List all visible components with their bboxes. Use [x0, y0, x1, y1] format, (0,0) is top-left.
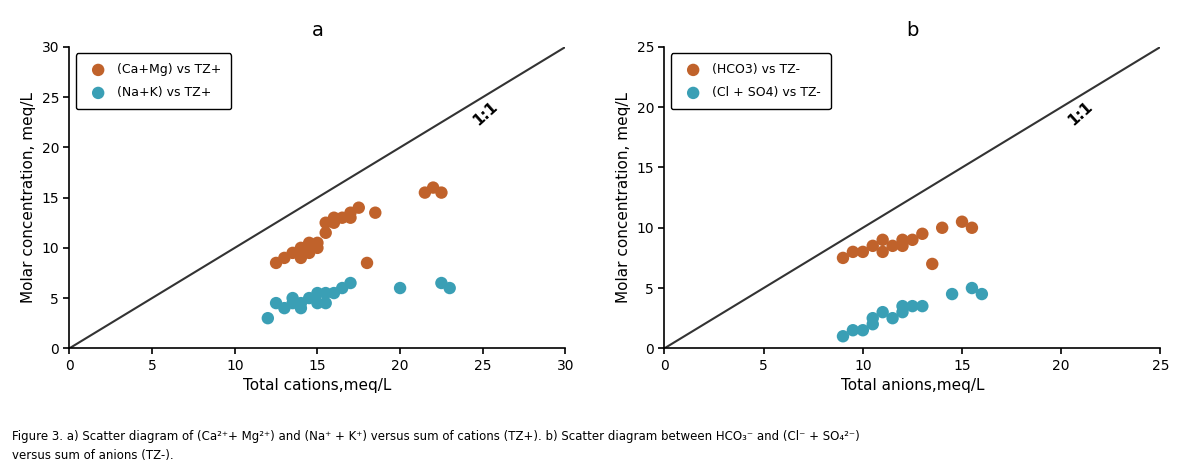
(Cl + SO4) vs TZ-	[942, 290, 962, 298]
(Cl + SO4) vs TZ-	[913, 302, 932, 310]
Legend: (HCO3) vs TZ-, (Cl + SO4) vs TZ-: (HCO3) vs TZ-, (Cl + SO4) vs TZ-	[671, 53, 831, 109]
(HCO3) vs TZ-	[913, 230, 932, 238]
(Ca+Mg) vs TZ+	[300, 249, 319, 257]
(Cl + SO4) vs TZ-	[883, 314, 902, 322]
(Ca+Mg) vs TZ+	[300, 239, 319, 247]
(Ca+Mg) vs TZ+	[325, 214, 344, 221]
(Ca+Mg) vs TZ+	[308, 244, 327, 252]
(Na+K) vs TZ+	[292, 304, 311, 312]
(Cl + SO4) vs TZ-	[863, 320, 882, 328]
(Ca+Mg) vs TZ+	[424, 184, 443, 191]
(Na+K) vs TZ+	[342, 279, 361, 287]
(Ca+Mg) vs TZ+	[267, 259, 286, 267]
(HCO3) vs TZ-	[863, 242, 882, 249]
(Cl + SO4) vs TZ-	[892, 302, 912, 310]
(Cl + SO4) vs TZ-	[844, 327, 863, 334]
(Ca+Mg) vs TZ+	[308, 239, 327, 247]
(Cl + SO4) vs TZ-	[903, 302, 922, 310]
Y-axis label: Molar concentration, meq/L: Molar concentration, meq/L	[616, 92, 631, 303]
(Ca+Mg) vs TZ+	[292, 244, 311, 252]
(Ca+Mg) vs TZ+	[342, 209, 361, 217]
(Na+K) vs TZ+	[292, 299, 311, 307]
(Na+K) vs TZ+	[267, 299, 286, 307]
(Cl + SO4) vs TZ-	[892, 308, 912, 316]
(Na+K) vs TZ+	[317, 299, 336, 307]
(Cl + SO4) vs TZ-	[972, 290, 991, 298]
(HCO3) vs TZ-	[892, 242, 912, 249]
(Ca+Mg) vs TZ+	[275, 254, 294, 262]
(Ca+Mg) vs TZ+	[317, 219, 336, 227]
(HCO3) vs TZ-	[873, 248, 892, 256]
(Na+K) vs TZ+	[283, 294, 302, 302]
(HCO3) vs TZ-	[853, 248, 872, 256]
(HCO3) vs TZ-	[833, 254, 852, 262]
(Ca+Mg) vs TZ+	[349, 204, 368, 211]
(Cl + SO4) vs TZ-	[863, 314, 882, 322]
(HCO3) vs TZ-	[952, 218, 971, 226]
(Ca+Mg) vs TZ+	[283, 249, 302, 257]
(HCO3) vs TZ-	[963, 224, 982, 232]
(Na+K) vs TZ+	[258, 314, 277, 322]
(Ca+Mg) vs TZ+	[317, 229, 336, 237]
(Na+K) vs TZ+	[308, 299, 327, 307]
(Ca+Mg) vs TZ+	[357, 259, 376, 267]
(Na+K) vs TZ+	[432, 279, 451, 287]
(Na+K) vs TZ+	[440, 284, 459, 292]
(Ca+Mg) vs TZ+	[342, 214, 361, 221]
(HCO3) vs TZ-	[892, 236, 912, 244]
(HCO3) vs TZ-	[903, 236, 922, 244]
Text: 1:1: 1:1	[470, 99, 500, 128]
(Na+K) vs TZ+	[283, 299, 302, 307]
(Na+K) vs TZ+	[317, 289, 336, 297]
Y-axis label: Molar concentration, meq/L: Molar concentration, meq/L	[21, 92, 36, 303]
(Na+K) vs TZ+	[333, 284, 352, 292]
(Ca+Mg) vs TZ+	[333, 214, 352, 221]
(Na+K) vs TZ+	[390, 284, 409, 292]
(Ca+Mg) vs TZ+	[432, 189, 451, 197]
(Cl + SO4) vs TZ-	[963, 284, 982, 292]
(HCO3) vs TZ-	[883, 242, 902, 249]
(Ca+Mg) vs TZ+	[292, 254, 311, 262]
Text: Figure 3. a) Scatter diagram of (Ca²⁺+ Mg²⁺) and (Na⁺ + K⁺) versus sum of cation: Figure 3. a) Scatter diagram of (Ca²⁺+ M…	[12, 430, 859, 443]
(Cl + SO4) vs TZ-	[833, 332, 852, 340]
Title: a: a	[312, 21, 324, 40]
X-axis label: Total cations,meq/L: Total cations,meq/L	[243, 378, 392, 393]
(HCO3) vs TZ-	[933, 224, 952, 232]
(HCO3) vs TZ-	[844, 248, 863, 256]
(Na+K) vs TZ+	[275, 304, 294, 312]
(Ca+Mg) vs TZ+	[325, 219, 344, 227]
(Na+K) vs TZ+	[300, 294, 319, 302]
(Cl + SO4) vs TZ-	[873, 308, 892, 316]
Title: b: b	[907, 21, 919, 40]
(Na+K) vs TZ+	[308, 289, 327, 297]
Text: 1:1: 1:1	[1065, 99, 1095, 128]
Text: versus sum of anions (TZ-).: versus sum of anions (TZ-).	[12, 449, 174, 462]
(Ca+Mg) vs TZ+	[415, 189, 434, 197]
(Ca+Mg) vs TZ+	[365, 209, 384, 217]
Legend: (Ca+Mg) vs TZ+, (Na+K) vs TZ+: (Ca+Mg) vs TZ+, (Na+K) vs TZ+	[76, 53, 231, 109]
(Na+K) vs TZ+	[325, 289, 344, 297]
X-axis label: Total anions,meq/L: Total anions,meq/L	[840, 378, 984, 393]
(Cl + SO4) vs TZ-	[853, 327, 872, 334]
(HCO3) vs TZ-	[922, 260, 941, 268]
(HCO3) vs TZ-	[873, 236, 892, 244]
